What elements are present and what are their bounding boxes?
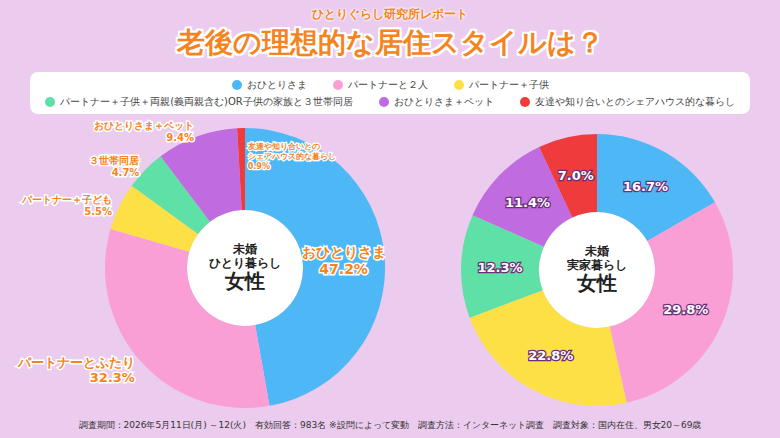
html-text:実家暮らし: 実家暮らし [567, 257, 627, 272]
svg-text:パートナーとふたり32.3%: パートナーとふたり32.3% [17, 355, 135, 385]
svg-text:３世帯同居4.7%: ３世帯同居4.7% [89, 155, 139, 178]
html-text:未婚: 未婚 [585, 243, 609, 258]
svg-text:12.3%: 12.3% [477, 260, 522, 275]
html-text:友達や知り合いとのシェアハウス的な暮らし: 友達や知り合いとのシェアハウス的な暮らし [534, 95, 735, 107]
html-text:調査期間：2026年5月11日(月) ～12(火) 有効回答: 調査期間：2026年5月11日(月) ～12(火) 有効回答：983名 ※設問に… [78, 420, 702, 430]
svg-text:16.7%: 16.7% [623, 179, 668, 194]
html-text:おひとりさま＋ペット: おひとりさま＋ペット [393, 95, 494, 107]
html-text:ひとり暮らし: ひとり暮らし [209, 255, 281, 270]
html-text:老後の理想的な居住スタイルは？: 老後の理想的な居住スタイルは？ [176, 26, 604, 59]
html-text:未婚: 未婚 [233, 241, 257, 256]
html-text:パートナー＋子供＋両親(義両親含む)OR子供の家族と３世帯同: パートナー＋子供＋両親(義両親含む)OR子供の家族と３世帯同居 [60, 95, 353, 107]
html-text:パートナー＋子供: パートナー＋子供 [468, 78, 549, 90]
svg-text:29.8%: 29.8% [663, 302, 708, 317]
html-text:おひとりさま: おひとりさま [246, 78, 307, 90]
svg-text:22.8%: 22.8% [528, 348, 573, 363]
html-text:女性: 女性 [225, 269, 265, 294]
html-text:女性: 女性 [577, 271, 617, 296]
html-text:ひとりぐらし研究所レポート: ひとりぐらし研究所レポート [312, 7, 468, 21]
svg-text:おひとりさま47.2%: おひとりさま47.2% [302, 244, 386, 277]
svg-text:11.4%: 11.4% [505, 195, 550, 210]
svg-text:パートナー＋子ども5.5%: パートナー＋子ども5.5% [21, 194, 112, 217]
svg-text:友達や知り合いとのシェアハウス的な暮らし0.9%: 友達や知り合いとのシェアハウス的な暮らし0.9% [247, 142, 336, 171]
svg-text:7.0%: 7.0% [558, 168, 594, 183]
html-text:パートナーと２人: パートナーと２人 [347, 78, 428, 90]
svg-text:おひとりさま＋ペット9.4%: おひとりさま＋ペット9.4% [94, 120, 194, 143]
